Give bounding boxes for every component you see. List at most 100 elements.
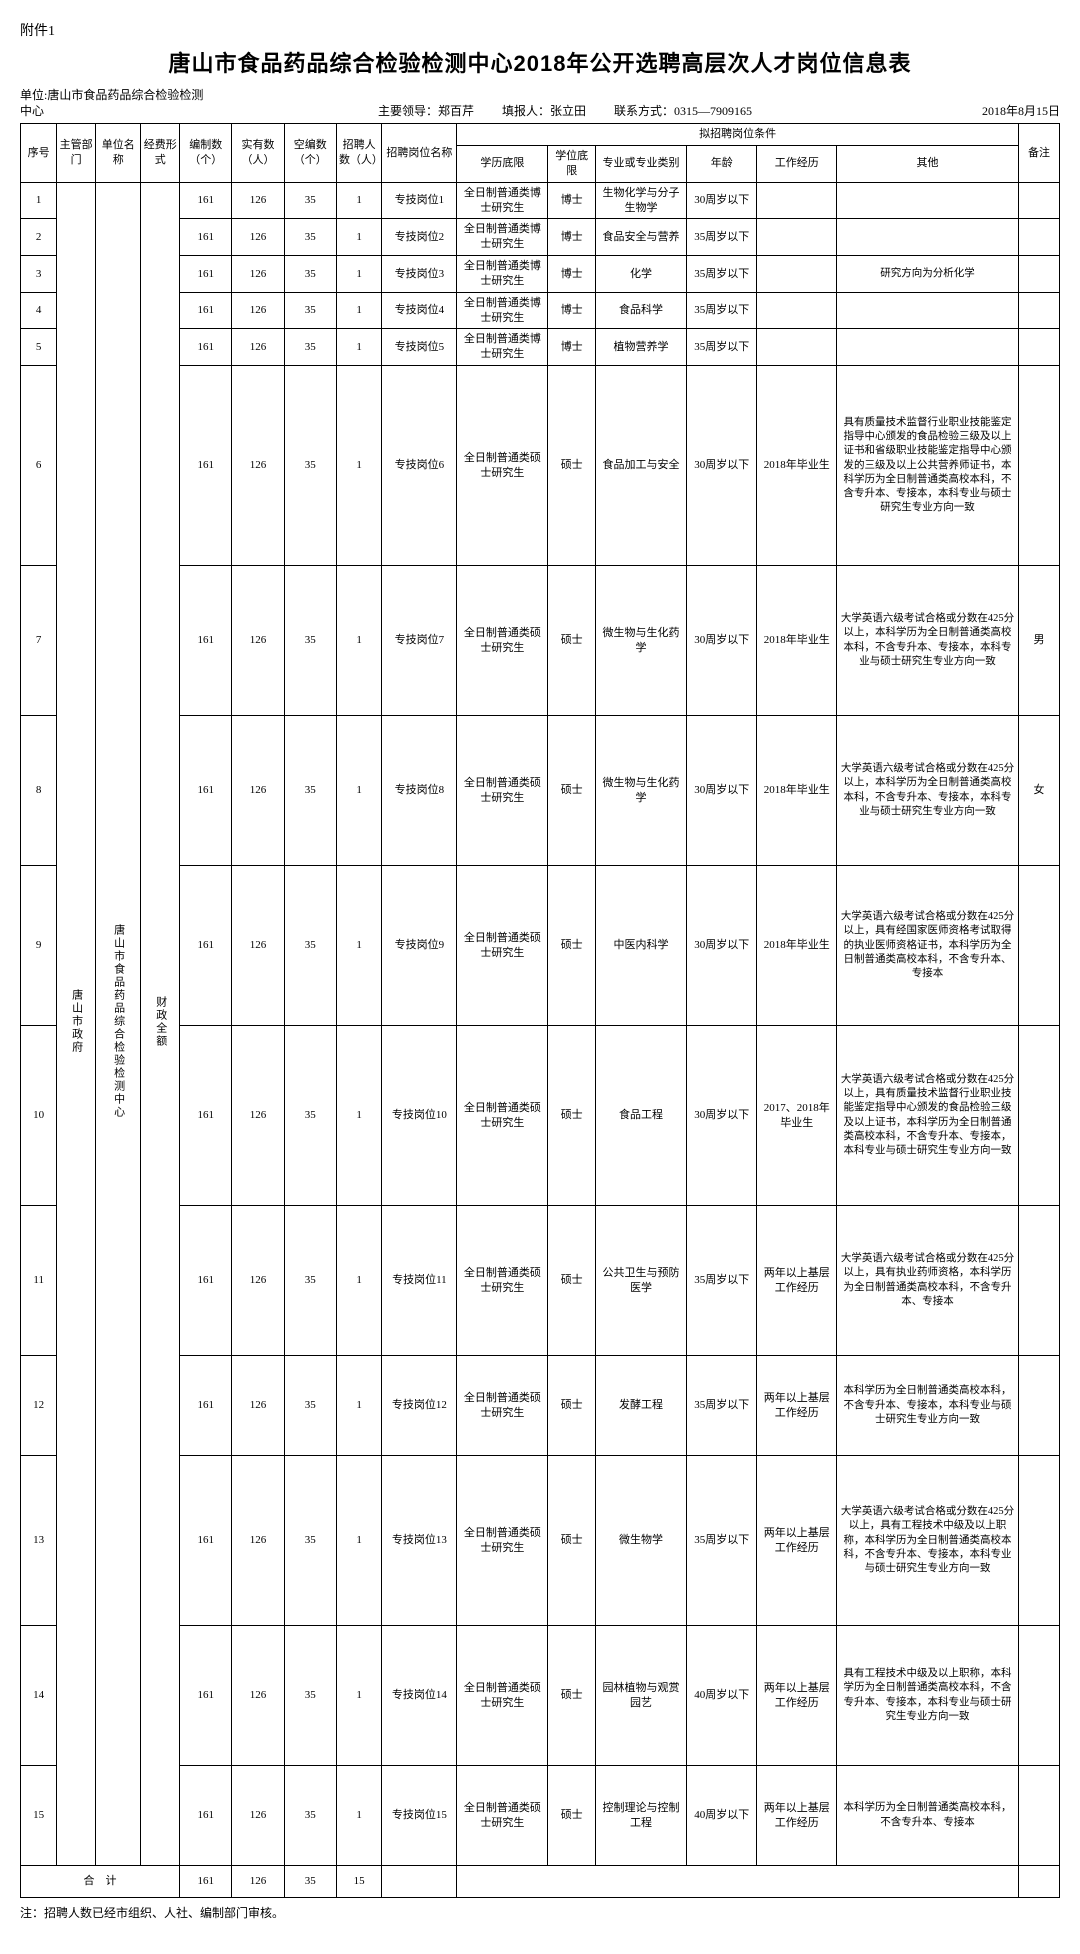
- cell-age: 35周岁以下: [686, 1356, 756, 1456]
- cell-age: 30周岁以下: [686, 866, 756, 1026]
- cell-age: 35周岁以下: [686, 1206, 756, 1356]
- cell-fund: 财政全额: [141, 182, 180, 1865]
- cell-estab: 161: [180, 256, 232, 293]
- cell-exp: 两年以上基层工作经历: [757, 1766, 837, 1866]
- cell-post: 专技岗位5: [382, 329, 457, 366]
- cell-age: 35周岁以下: [686, 219, 756, 256]
- cell-exp: 2018年毕业生: [757, 866, 837, 1026]
- cell-major: 发酵工程: [596, 1356, 687, 1456]
- sum-actual: 126: [232, 1866, 284, 1898]
- cell-edu: 全日制普通类硕士研究生: [457, 366, 548, 566]
- meta-row: 单位:唐山市食品药品综合检验检测中心 主要领导：郑百芹 填报人：张立田 联系方式…: [20, 88, 1060, 119]
- cell-exp: 两年以上基层工作经历: [757, 1456, 837, 1626]
- cell-edu: 全日制普通类博士研究生: [457, 292, 548, 329]
- cell-vacancy: 35: [284, 1206, 336, 1356]
- cell-major: 中医内科学: [596, 866, 687, 1026]
- cell-age: 35周岁以下: [686, 329, 756, 366]
- cell-other: 具有工程技术中级及以上职称，本科学历为全日制普通类高校本科，不含专升本、专接本，…: [837, 1626, 1019, 1766]
- cell-major: 控制理论与控制工程: [596, 1766, 687, 1866]
- cell-other: 本科学历为全日制普通类高校本科，不含专升本、专接本: [837, 1766, 1019, 1866]
- th-seq: 序号: [21, 124, 57, 183]
- cell-other: [837, 182, 1019, 219]
- cell-recruit: 1: [336, 1026, 381, 1206]
- cell-vacancy: 35: [284, 219, 336, 256]
- th-actual: 实有数（人）: [232, 124, 284, 183]
- cell-post: 专技岗位15: [382, 1766, 457, 1866]
- cell-exp: 2018年毕业生: [757, 566, 837, 716]
- cell-seq: 4: [21, 292, 57, 329]
- cell-degree: 博士: [548, 256, 596, 293]
- cell-recruit: 1: [336, 292, 381, 329]
- cell-remark: [1018, 1026, 1059, 1206]
- cell-seq: 13: [21, 1456, 57, 1626]
- cell-estab: 161: [180, 866, 232, 1026]
- cell-recruit: 1: [336, 1456, 381, 1626]
- cell-vacancy: 35: [284, 1026, 336, 1206]
- cell-post: 专技岗位13: [382, 1456, 457, 1626]
- cell-major: 食品加工与安全: [596, 366, 687, 566]
- position-table: 序号 主管部门 单位名称 经费形式 编制数（个） 实有数（人） 空编数（个） 招…: [20, 123, 1060, 1898]
- cell-age: 30周岁以下: [686, 1026, 756, 1206]
- cell-edu: 全日制普通类硕士研究生: [457, 1026, 548, 1206]
- cell-remark: [1018, 866, 1059, 1026]
- cell-major: 生物化学与分子生物学: [596, 182, 687, 219]
- th-major: 专业或专业类别: [596, 146, 687, 183]
- cell-vacancy: 35: [284, 1626, 336, 1766]
- cell-actual: 126: [232, 1026, 284, 1206]
- th-cond-group: 拟招聘岗位条件: [457, 124, 1019, 146]
- cell-seq: 14: [21, 1626, 57, 1766]
- cell-recruit: 1: [336, 1626, 381, 1766]
- cell-actual: 126: [232, 329, 284, 366]
- contact-label: 联系方式：: [614, 104, 674, 118]
- cell-org: 唐山市食品药品综合检验检测中心: [96, 182, 141, 1865]
- th-other: 其他: [837, 146, 1019, 183]
- filler-value: 张立田: [550, 104, 586, 118]
- cell-post: 专技岗位6: [382, 366, 457, 566]
- cell-degree: 硕士: [548, 1766, 596, 1866]
- cell-estab: 161: [180, 1626, 232, 1766]
- cell-edu: 全日制普通类硕士研究生: [457, 1356, 548, 1456]
- cell-exp: 2018年毕业生: [757, 366, 837, 566]
- cell-actual: 126: [232, 182, 284, 219]
- cell-degree: 硕士: [548, 1626, 596, 1766]
- cell-actual: 126: [232, 1456, 284, 1626]
- cell-actual: 126: [232, 256, 284, 293]
- cell-edu: 全日制普通类硕士研究生: [457, 1766, 548, 1866]
- cell-age: 35周岁以下: [686, 256, 756, 293]
- cell-age: 30周岁以下: [686, 182, 756, 219]
- cell-remark: [1018, 182, 1059, 219]
- cell-exp: [757, 329, 837, 366]
- cell-major: 园林植物与观赏园艺: [596, 1626, 687, 1766]
- cell-recruit: 1: [336, 182, 381, 219]
- th-fund: 经费形式: [141, 124, 180, 183]
- cell-seq: 12: [21, 1356, 57, 1456]
- cell-recruit: 1: [336, 1206, 381, 1356]
- cell-vacancy: 35: [284, 1456, 336, 1626]
- cell-major: 微生物与生化药学: [596, 716, 687, 866]
- cell-other: [837, 219, 1019, 256]
- cell-actual: 126: [232, 566, 284, 716]
- cell-other: 本科学历为全日制普通类高校本科，不含专升本、专接本，本科专业与硕士研究生专业方向…: [837, 1356, 1019, 1456]
- cell-other: 大学英语六级考试合格或分数在425分以上，本科学历为全日制普通类高校本科，不含专…: [837, 566, 1019, 716]
- cell-post: 专技岗位12: [382, 1356, 457, 1456]
- cell-seq: 11: [21, 1206, 57, 1356]
- cell-recruit: 1: [336, 366, 381, 566]
- cell-age: 40周岁以下: [686, 1766, 756, 1866]
- cell-edu: 全日制普通类硕士研究生: [457, 1626, 548, 1766]
- cell-estab: 161: [180, 182, 232, 219]
- cell-edu: 全日制普通类博士研究生: [457, 219, 548, 256]
- cell-vacancy: 35: [284, 329, 336, 366]
- doc-date: 2018年8月15日: [920, 102, 1060, 119]
- cell-recruit: 1: [336, 566, 381, 716]
- cell-degree: 博士: [548, 292, 596, 329]
- cell-age: 35周岁以下: [686, 292, 756, 329]
- cell-other: 大学英语六级考试合格或分数在425分以上，具有质量技术监督行业职业技能鉴定指导中…: [837, 1026, 1019, 1206]
- cell-remark: [1018, 1206, 1059, 1356]
- table-row: 1唐山市政府唐山市食品药品综合检验检测中心财政全额161126351专技岗位1全…: [21, 182, 1060, 219]
- sum-label: 合 计: [21, 1866, 180, 1898]
- cell-estab: 161: [180, 329, 232, 366]
- contact-value: 0315—7909165: [674, 104, 752, 118]
- cell-seq: 1: [21, 182, 57, 219]
- cell-major: 植物营养学: [596, 329, 687, 366]
- cell-other: 大学英语六级考试合格或分数在425分以上，本科学历为全日制普通类高校本科，不含专…: [837, 716, 1019, 866]
